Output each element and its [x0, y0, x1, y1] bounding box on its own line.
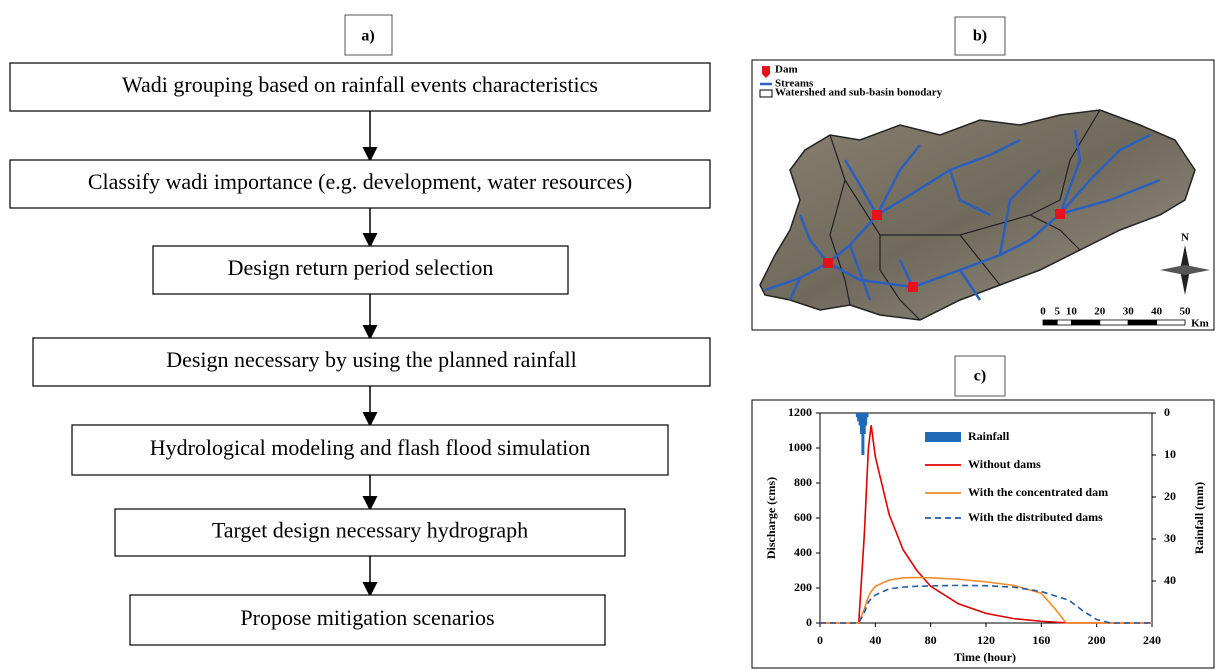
x-axis-label: Time (hour) — [954, 650, 1016, 664]
panel-label: a) — [361, 28, 374, 45]
scale-unit: Km — [1191, 318, 1209, 330]
legend-label: Without dams — [968, 457, 1041, 471]
scale-tick-label: 5 — [1054, 306, 1060, 318]
scale-tick-label: 30 — [1123, 306, 1135, 318]
flow-step: Classify wadi importance (e.g. developme… — [88, 169, 632, 194]
scale-tick-label: 0 — [1040, 306, 1046, 318]
north-label: N — [1181, 232, 1189, 244]
scale-segment — [1128, 320, 1156, 325]
x-tick-label: 120 — [977, 633, 995, 647]
y2-tick-label: 20 — [1164, 489, 1176, 503]
scale-tick-label: 10 — [1066, 306, 1078, 318]
rain-bar — [866, 413, 869, 417]
panel-label: c) — [974, 368, 986, 385]
panel-label: b) — [973, 28, 987, 45]
scale-tick-label: 20 — [1094, 306, 1106, 318]
map-legend-label: Watershed and sub-basin bonodary — [775, 87, 943, 99]
legend-swatch — [925, 432, 961, 442]
flow-step: Design necessary by using the planned ra… — [166, 347, 577, 372]
x-tick-label: 40 — [869, 633, 881, 647]
legend-label: With the concentrated dam — [968, 485, 1108, 499]
scale-segment — [1157, 320, 1185, 325]
x-tick-label: 200 — [1088, 633, 1106, 647]
scale-segment — [1057, 320, 1071, 325]
figure: a) b) c) N Time (hour) Discharge (cms) R… — [0, 0, 1217, 671]
scale-segment — [1071, 320, 1099, 325]
x-tick-label: 160 — [1032, 633, 1050, 647]
x-tick-label: 80 — [925, 633, 937, 647]
scale-tick-label: 50 — [1180, 306, 1192, 318]
flow-step: Hydrological modeling and flash flood si… — [150, 435, 591, 460]
scale-segment — [1043, 320, 1057, 325]
y-tick-label: 200 — [794, 580, 812, 594]
map-legend-label: Dam — [775, 64, 798, 76]
flow-step: Propose mitigation scenarios — [240, 605, 494, 630]
y2-axis-label: Rainfall (mm) — [1192, 482, 1206, 554]
flow-step: Design return period selection — [228, 255, 494, 280]
y-tick-label: 1200 — [788, 405, 812, 419]
scale-tick-label: 40 — [1151, 306, 1163, 318]
flow-step: Target design necessary hydrograph — [212, 518, 528, 543]
y-tick-label: 0 — [806, 615, 812, 629]
y2-tick-label: 10 — [1164, 447, 1176, 461]
x-tick-label: 240 — [1143, 633, 1161, 647]
y2-tick-label: 0 — [1164, 405, 1170, 419]
x-tick-label: 0 — [817, 633, 823, 647]
scale-segment — [1100, 320, 1128, 325]
flow-step: Wadi grouping based on rainfall events c… — [122, 72, 598, 97]
legend-label: With the distributed dams — [968, 510, 1103, 524]
y-axis-label: Discharge (cms) — [764, 477, 778, 559]
y-tick-label: 600 — [794, 510, 812, 524]
legend-label: Rainfall — [968, 429, 1010, 443]
y-tick-label: 1000 — [788, 440, 812, 454]
y-tick-label: 800 — [794, 475, 812, 489]
y2-tick-label: 40 — [1164, 573, 1176, 587]
y2-tick-label: 30 — [1164, 531, 1176, 545]
y-tick-label: 400 — [794, 545, 812, 559]
